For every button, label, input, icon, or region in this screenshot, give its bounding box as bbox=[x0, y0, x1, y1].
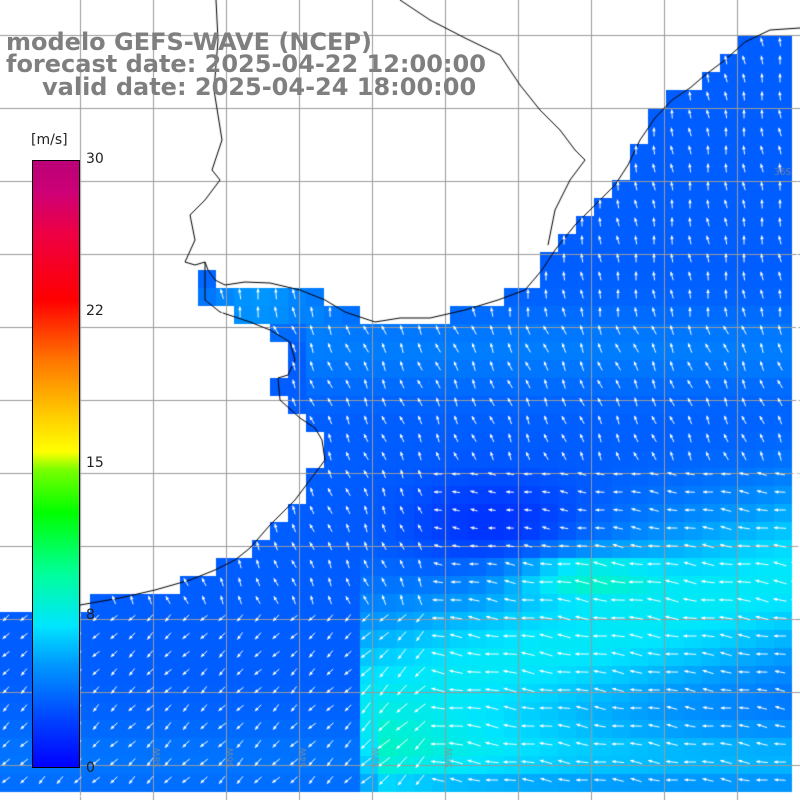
valid-date: valid date: 2025-04-24 18:00:00 bbox=[42, 73, 477, 101]
colorbar-tick-30: 30 bbox=[86, 151, 104, 167]
colorbar-tick-15: 15 bbox=[86, 455, 104, 471]
colorbar-tick-0: 0 bbox=[86, 760, 95, 776]
colorbar-tick-22: 22 bbox=[86, 303, 104, 319]
colorbar-unit: [m/s] bbox=[31, 132, 68, 148]
colorbar bbox=[32, 160, 80, 768]
forecast-date: forecast date: 2025-04-22 12:00:00 bbox=[6, 50, 486, 78]
colorbar-tick-8: 8 bbox=[86, 607, 95, 623]
model-title: modelo GEFS-WAVE (NCEP) bbox=[6, 28, 372, 56]
